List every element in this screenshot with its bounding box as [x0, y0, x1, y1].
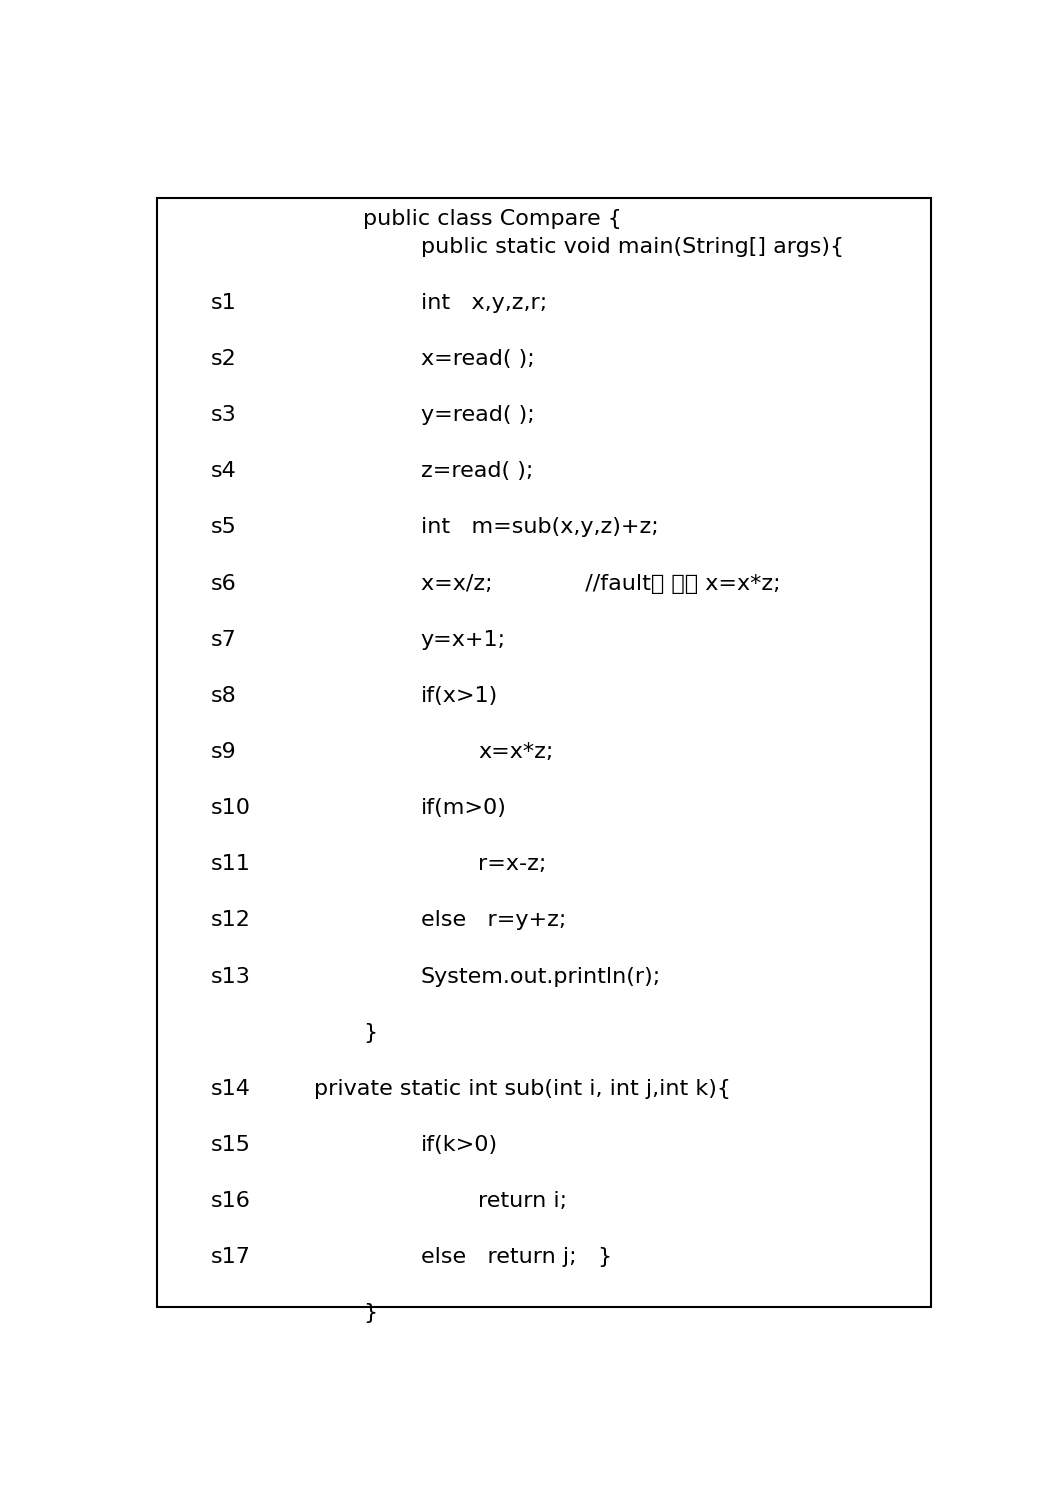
Text: s14: s14	[211, 1079, 251, 1098]
Text: s7: s7	[211, 629, 237, 650]
Text: private static int sub(int i, int j,int k){: private static int sub(int i, int j,int …	[314, 1079, 731, 1098]
Text: s10: s10	[211, 798, 251, 818]
Text: int   x,y,z,r;: int x,y,z,r;	[421, 293, 547, 312]
Text: x=read( );: x=read( );	[421, 350, 534, 369]
Text: s17: s17	[211, 1247, 251, 1268]
Text: s5: s5	[211, 518, 237, 537]
Text: System.out.println(r);: System.out.println(r);	[421, 967, 661, 987]
Text: z=read( );: z=read( );	[421, 461, 533, 481]
Text: y=read( );: y=read( );	[421, 405, 534, 426]
Text: s13: s13	[211, 967, 251, 987]
Text: public static void main(String[] args){: public static void main(String[] args){	[421, 237, 844, 257]
Text: s4: s4	[211, 461, 237, 481]
Text: if(k>0): if(k>0)	[421, 1135, 498, 1155]
Text: s9: s9	[211, 743, 237, 762]
Text: s8: s8	[211, 686, 237, 705]
Text: s3: s3	[211, 405, 237, 426]
Text: r=x-z;: r=x-z;	[478, 854, 547, 875]
Text: y=x+1;: y=x+1;	[421, 629, 506, 650]
Text: s11: s11	[211, 854, 251, 875]
Text: }: }	[363, 1303, 377, 1323]
Text: if(m>0): if(m>0)	[421, 798, 507, 818]
Text: s16: s16	[211, 1192, 251, 1211]
Text: x=x*z;: x=x*z;	[478, 743, 553, 762]
Text: int   m=sub(x,y,z)+z;: int m=sub(x,y,z)+z;	[421, 518, 658, 537]
Text: public class Compare {: public class Compare {	[363, 208, 622, 229]
Text: s6: s6	[211, 573, 237, 594]
Text: s2: s2	[211, 350, 237, 369]
Text: else   return j;   }: else return j; }	[421, 1247, 612, 1268]
Text: x=x/z;             //fault， 应为 x=x*z;: x=x/z; //fault， 应为 x=x*z;	[421, 573, 781, 594]
Text: s12: s12	[211, 911, 251, 930]
Text: if(x>1): if(x>1)	[421, 686, 498, 705]
Text: else   r=y+z;: else r=y+z;	[421, 911, 566, 930]
Text: return i;: return i;	[478, 1192, 567, 1211]
Text: }: }	[363, 1022, 377, 1043]
Text: s15: s15	[211, 1135, 251, 1155]
Text: s1: s1	[211, 293, 237, 312]
